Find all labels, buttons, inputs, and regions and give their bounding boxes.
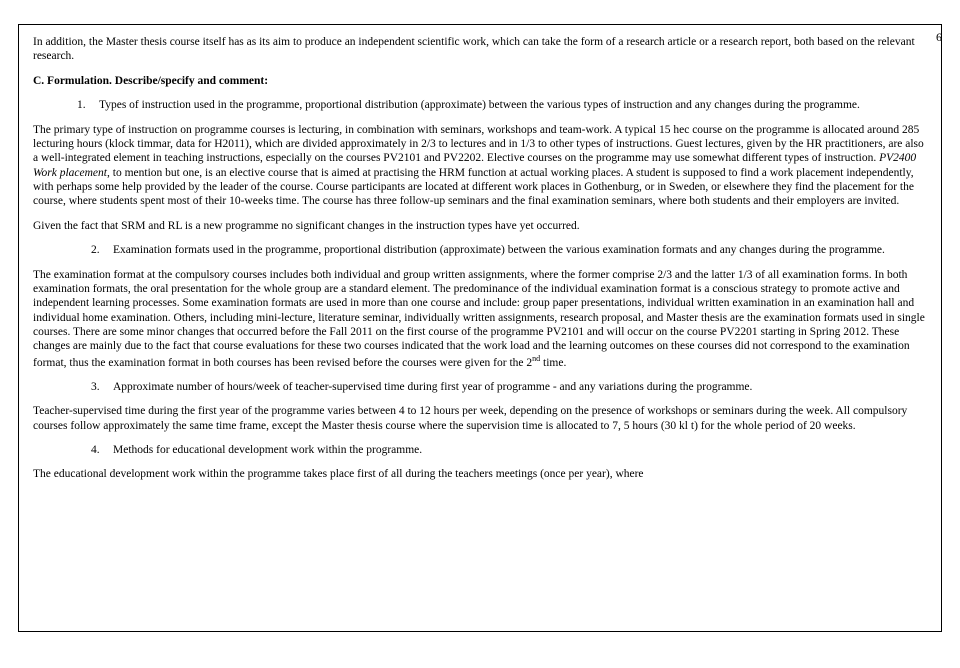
list-item-1: 1.Types of instruction used in the progr… <box>33 98 927 112</box>
text-segment: , to mention but one, is an elective cou… <box>33 167 914 208</box>
paragraph-supervised-time: Teacher-supervised time during the first… <box>33 404 927 433</box>
page-number: 6 <box>936 30 942 45</box>
list-text: Examination formats used in the programm… <box>113 244 885 256</box>
list-text: Methods for educational development work… <box>113 444 422 456</box>
paragraph-development: The educational development work within … <box>33 467 927 481</box>
list-text: Approximate number of hours/week of teac… <box>113 381 752 393</box>
text-segment: The primary type of instruction on progr… <box>33 124 924 165</box>
list-item-3: 3.Approximate number of hours/week of te… <box>33 380 927 394</box>
list-item-4: 4.Methods for educational development wo… <box>33 443 927 457</box>
text-segment: The examination format at the compulsory… <box>33 269 925 369</box>
superscript: nd <box>532 354 540 363</box>
document-body: In addition, the Master thesis course it… <box>18 24 942 632</box>
section-header: C. Formulation. Describe/specify and com… <box>33 74 927 88</box>
paragraph-instruction-types: The primary type of instruction on progr… <box>33 123 927 209</box>
intro-paragraph: In addition, the Master thesis course it… <box>33 35 927 64</box>
paragraph-examination: The examination format at the compulsory… <box>33 268 927 370</box>
paragraph-changes: Given the fact that SRM and RL is a new … <box>33 219 927 233</box>
list-number: 4. <box>91 443 113 457</box>
list-item-2: 2.Examination formats used in the progra… <box>33 243 927 257</box>
text-segment: time. <box>540 357 566 369</box>
list-number: 3. <box>91 380 113 394</box>
list-number: 2. <box>91 243 113 257</box>
list-number: 1. <box>77 98 99 112</box>
list-text: Types of instruction used in the program… <box>99 99 860 111</box>
